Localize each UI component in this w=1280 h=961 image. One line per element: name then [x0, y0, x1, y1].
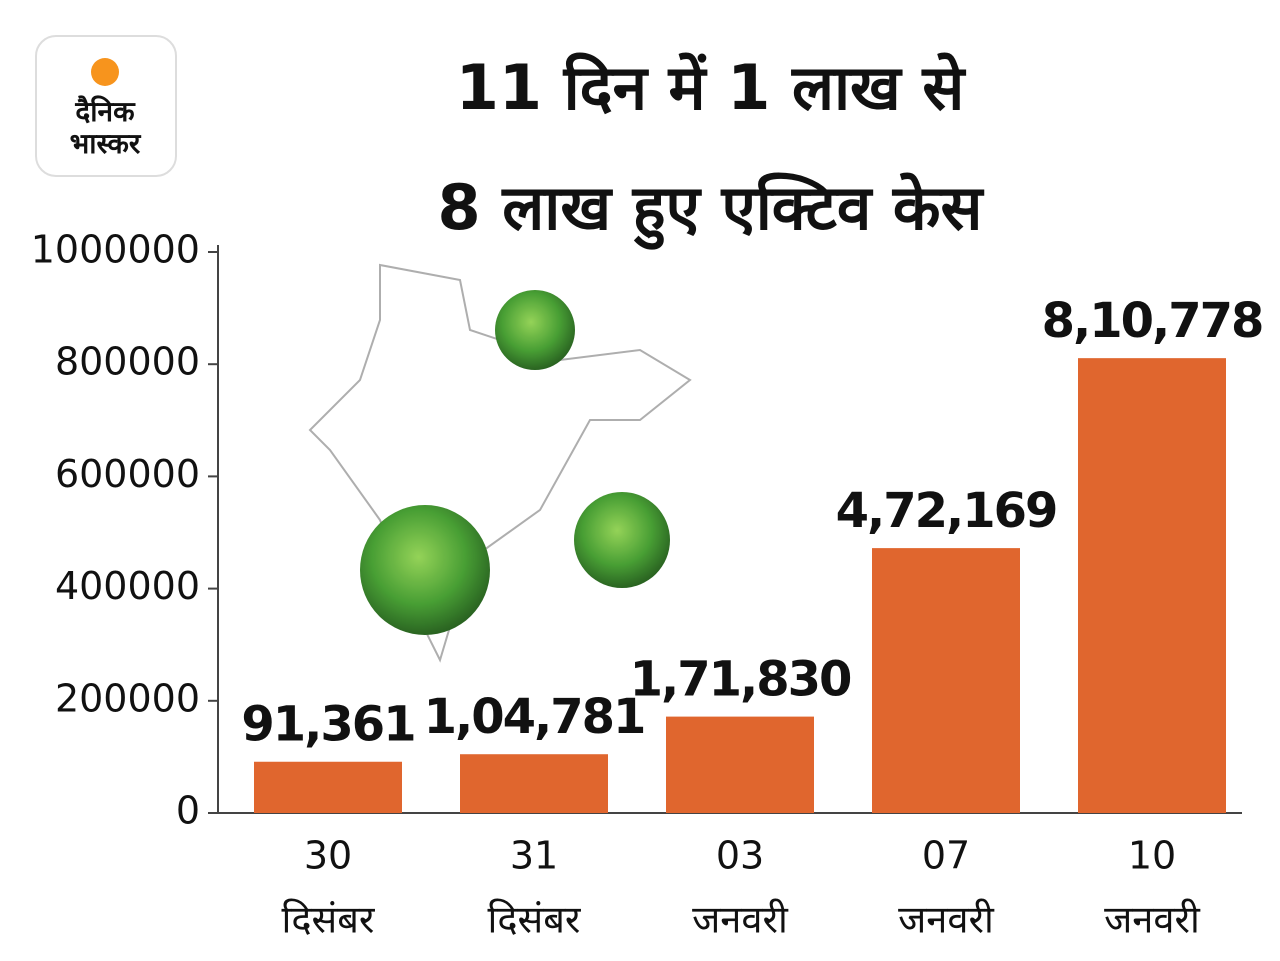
x-tick-label: दिसंबर: [488, 898, 582, 942]
bar: [872, 548, 1020, 813]
y-tick-label: 0: [176, 789, 200, 833]
value-label: 1,04,781: [424, 689, 645, 745]
logo-text: दैनिक: [74, 95, 136, 128]
illustration: [308, 263, 692, 663]
virus: [574, 492, 670, 588]
bar: [1078, 358, 1226, 813]
x-tick-label: 03: [716, 834, 764, 878]
value-label: 91,361: [241, 697, 414, 753]
y-tick-label: 200000: [55, 676, 200, 720]
virus: [360, 505, 490, 635]
x-tick-label: 30: [304, 834, 352, 878]
y-tick-label: 600000: [55, 452, 200, 496]
y-tick-label: 800000: [55, 340, 200, 384]
bar: [666, 716, 814, 813]
value-label: 4,72,169: [836, 483, 1057, 539]
x-tick-label: दिसंबर: [282, 898, 376, 942]
value-label: 8,10,778: [1042, 293, 1263, 349]
logo-text: भास्कर: [70, 127, 142, 160]
logo: दैनिक भास्कर: [35, 35, 177, 177]
logo-box: [35, 35, 177, 177]
logo-sun: [91, 58, 119, 86]
x-tick-label: 07: [922, 834, 970, 878]
bar: [460, 754, 608, 813]
virus: [495, 290, 575, 370]
x-tick-label: 31: [510, 834, 558, 878]
y-tick-label: 1000000: [31, 228, 200, 272]
bar: [254, 761, 402, 813]
x-tick-label: जनवरी: [1104, 898, 1201, 942]
chart-title: 11 दिन में 1 लाख से: [456, 51, 967, 124]
x-tick-label: जनवरी: [692, 898, 789, 942]
y-tick-label: 400000: [55, 564, 200, 608]
chart-title: 8 लाख हुए एक्टिव केस: [438, 171, 985, 250]
x-tick-label: जनवरी: [898, 898, 995, 942]
x-tick-label: 10: [1128, 834, 1176, 878]
value-label: 1,71,830: [630, 652, 851, 708]
